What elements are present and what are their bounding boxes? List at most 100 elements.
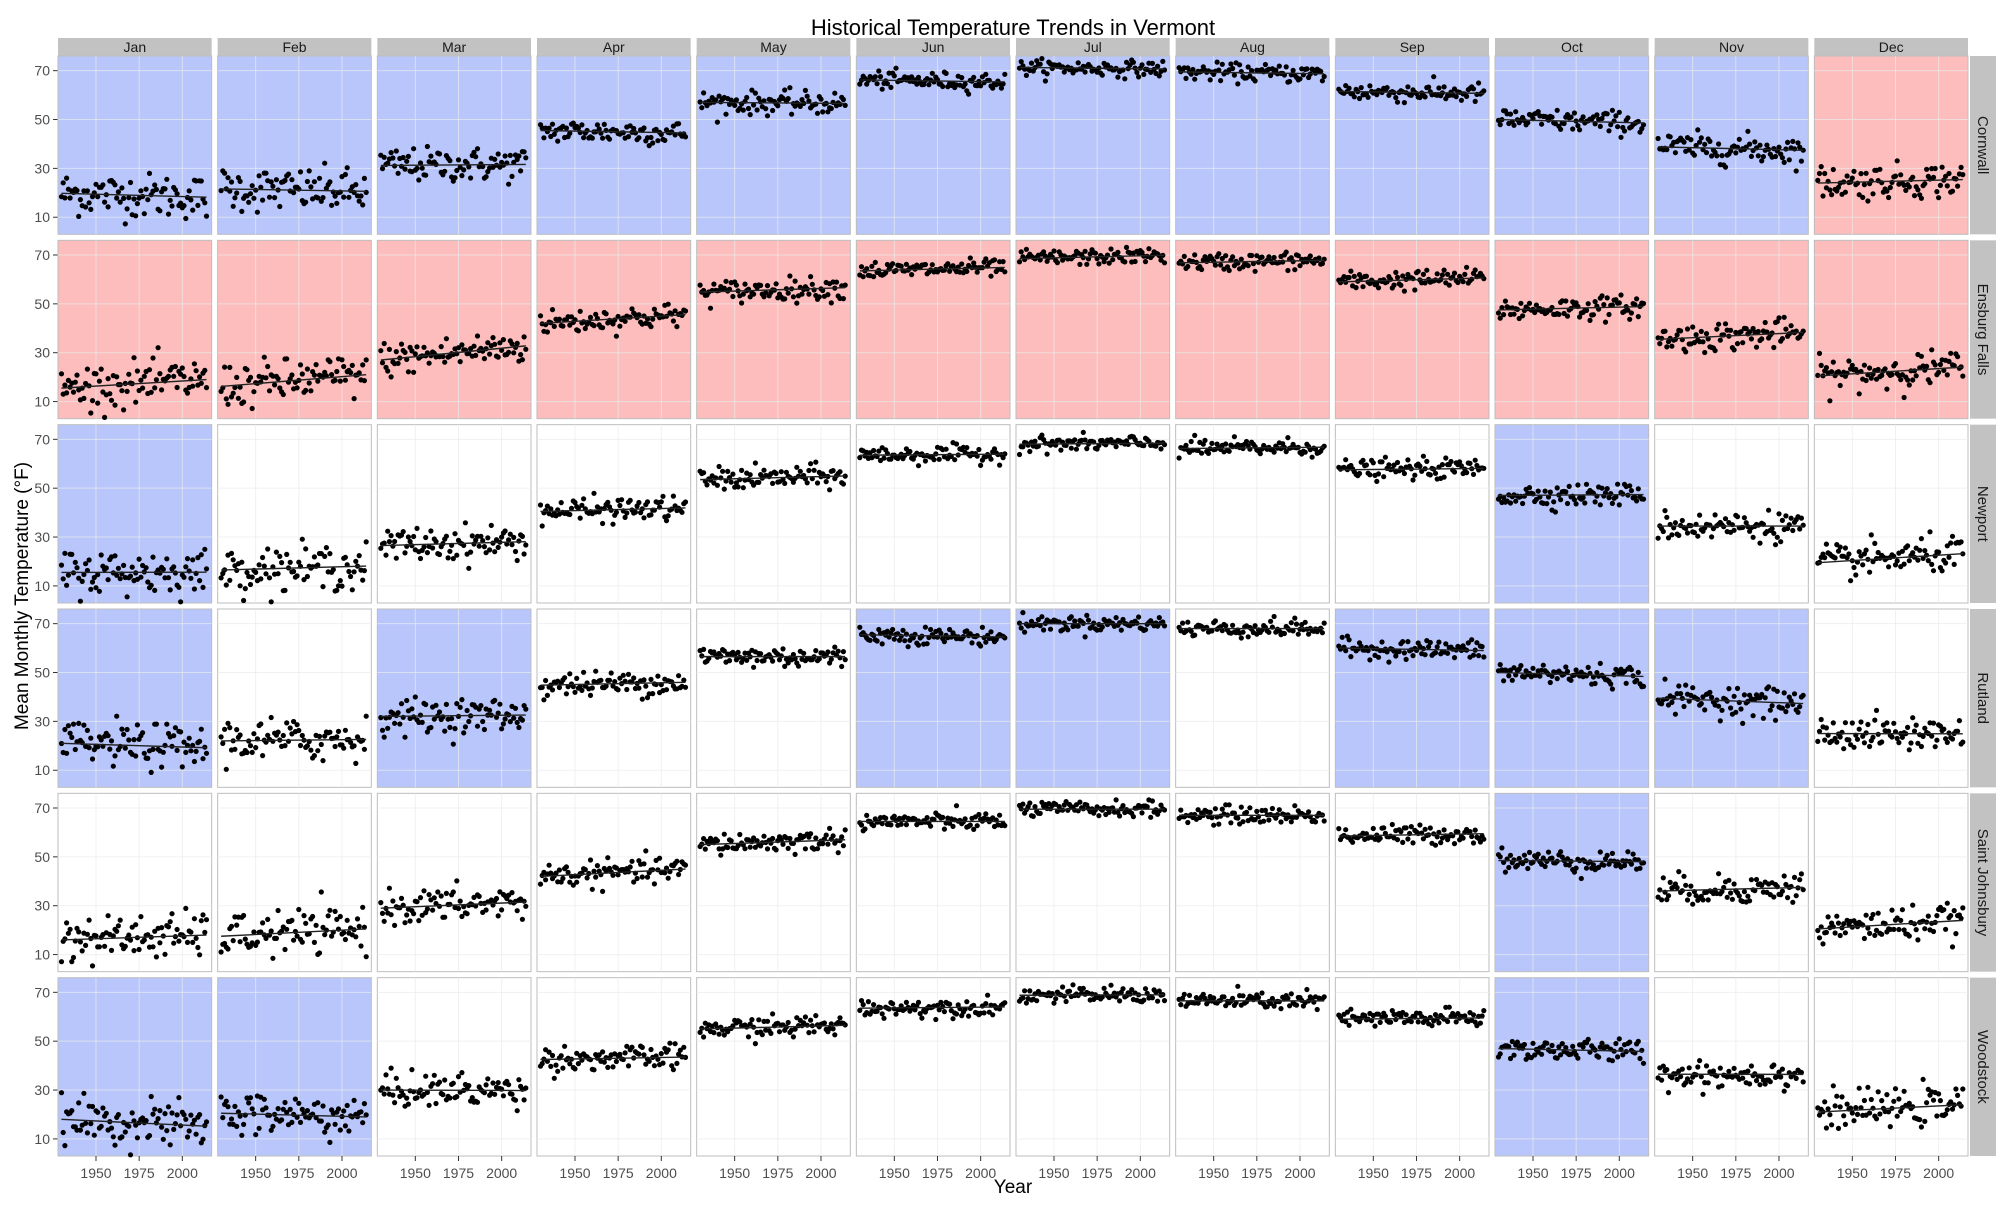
data-point (1122, 76, 1127, 81)
data-point (315, 748, 320, 753)
data-point (1343, 457, 1348, 462)
data-point (168, 919, 173, 924)
data-point (267, 195, 272, 200)
data-point (925, 641, 930, 646)
data-point (66, 573, 71, 578)
panel-background (58, 609, 212, 787)
data-point (1347, 86, 1352, 91)
data-point (513, 549, 518, 554)
data-point (636, 312, 641, 317)
data-point (154, 954, 159, 959)
data-point (876, 68, 881, 73)
y-tick-label: 10 (34, 578, 50, 594)
data-point (522, 334, 527, 339)
data-point (515, 908, 520, 913)
data-point (789, 112, 794, 117)
data-point (1940, 568, 1945, 573)
data-point (1100, 624, 1105, 629)
data-point (1192, 433, 1197, 438)
data-point (482, 544, 487, 549)
panel-newport-feb (218, 425, 372, 605)
data-point (1867, 744, 1872, 749)
data-point (305, 179, 310, 184)
data-point (131, 196, 136, 201)
data-point (199, 727, 204, 732)
data-point (1400, 639, 1405, 644)
data-point (839, 664, 844, 669)
data-point (629, 859, 634, 864)
column-strip-label-sep: Sep (1400, 39, 1425, 55)
data-point (810, 282, 815, 287)
data-point (152, 385, 157, 390)
data-point (1002, 72, 1007, 77)
data-point (202, 547, 207, 552)
data-point (1303, 450, 1308, 455)
data-point (1636, 314, 1641, 319)
data-point (85, 728, 90, 733)
data-point (85, 367, 90, 372)
data-point (1865, 722, 1870, 727)
data-point (1735, 686, 1740, 691)
data-point (1905, 543, 1910, 548)
data-point (676, 673, 681, 678)
data-point (1263, 62, 1268, 67)
data-point (62, 383, 67, 388)
data-point (509, 542, 514, 547)
y-tick-label: 70 (34, 431, 50, 447)
data-point (1352, 274, 1357, 279)
panel-background (1814, 609, 1968, 787)
data-point (1819, 363, 1824, 368)
data-point (557, 867, 562, 872)
data-point (1683, 683, 1688, 688)
trend-line (700, 102, 845, 103)
panel-background (697, 240, 851, 418)
data-point (382, 155, 387, 160)
data-point (1076, 60, 1081, 65)
data-point (600, 325, 605, 330)
data-point (341, 364, 346, 369)
data-point (509, 174, 514, 179)
data-point (1673, 712, 1678, 717)
data-point (1634, 296, 1639, 301)
data-point (758, 651, 763, 656)
data-point (112, 553, 117, 558)
data-point (1563, 664, 1568, 669)
data-point (236, 396, 241, 401)
data-point (1232, 434, 1237, 439)
data-point (1320, 630, 1325, 635)
data-point (1752, 139, 1757, 144)
data-point (1683, 349, 1688, 354)
data-point (1933, 166, 1938, 171)
data-point (99, 367, 104, 372)
data-point (482, 356, 487, 361)
data-point (1780, 155, 1785, 160)
data-point (1480, 644, 1485, 649)
data-point (157, 571, 162, 576)
data-point (753, 460, 758, 465)
data-point (1599, 486, 1604, 491)
data-point (1673, 150, 1678, 155)
data-point (185, 391, 190, 396)
data-point (1045, 71, 1050, 76)
data-point (80, 579, 85, 584)
data-point (298, 169, 303, 174)
data-point (338, 914, 343, 919)
data-point (97, 589, 102, 594)
panel-cornwall-jan (58, 56, 212, 234)
data-point (1582, 500, 1587, 505)
data-point (1690, 324, 1695, 329)
data-point (1565, 669, 1570, 674)
data-point (1143, 259, 1148, 264)
data-point (352, 396, 357, 401)
data-point (298, 362, 303, 367)
data-point (1756, 153, 1761, 158)
data-point (88, 736, 93, 741)
data-point (416, 177, 421, 182)
data-point (161, 567, 166, 572)
data-point (93, 371, 98, 376)
data-point (389, 912, 394, 917)
data-point (383, 553, 388, 558)
data-point (1761, 716, 1766, 721)
data-point (1726, 686, 1731, 691)
